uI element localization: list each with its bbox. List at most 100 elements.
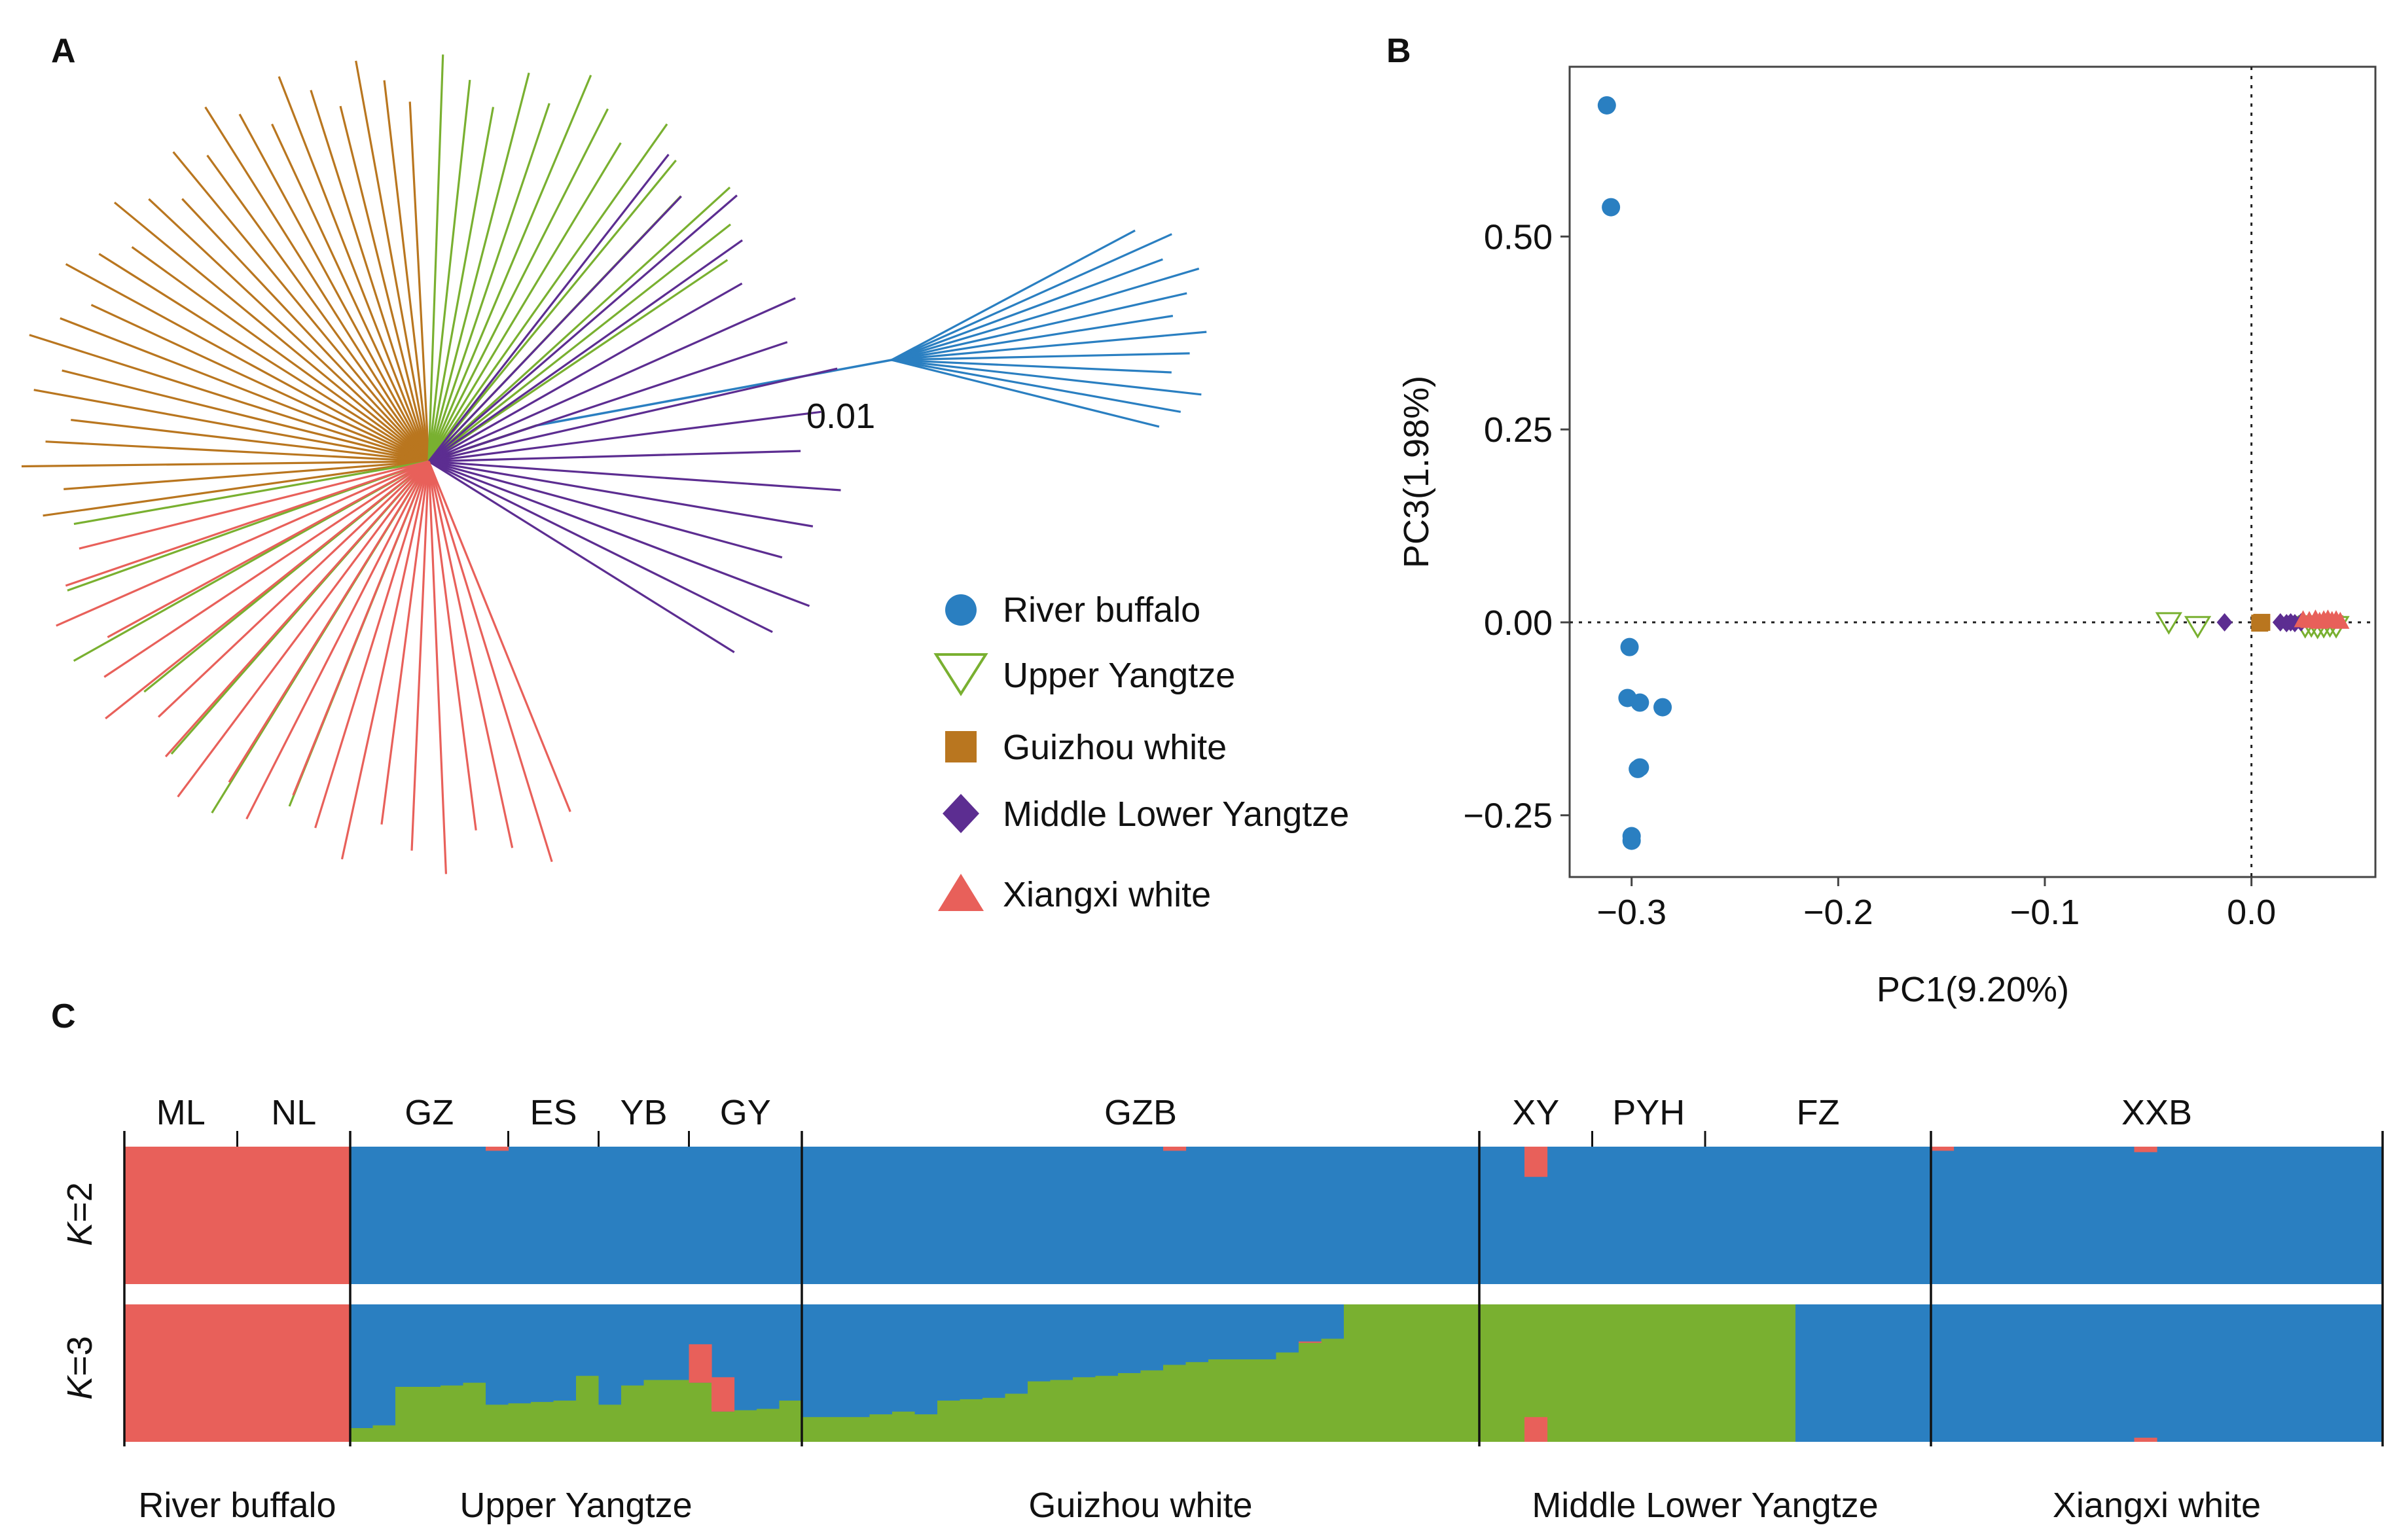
tree-branch-middle-lower-yangtze xyxy=(428,460,783,559)
tree-branch-upper-yangtze xyxy=(427,103,550,462)
admix-bar-k3 xyxy=(1976,1304,2000,1442)
tree-branch-upper-yangtze xyxy=(427,54,444,462)
admix-bar-k2 xyxy=(1118,1147,1142,1284)
admix-bar-k3-green xyxy=(441,1385,464,1442)
tree-branch-guizhou-white xyxy=(310,90,430,462)
tree-branch-middle-lower-yangtze xyxy=(428,460,814,528)
admix-bar-k2 xyxy=(418,1147,441,1284)
admix-bar-k2 xyxy=(192,1147,215,1284)
legend-marker-circle xyxy=(945,594,977,626)
admix-bar-k2 xyxy=(1998,1147,2022,1284)
tree-branch-river-buffalo xyxy=(891,233,1172,361)
admix-bar-k3-green xyxy=(1163,1365,1187,1442)
admix-bar-k3-red xyxy=(689,1344,712,1383)
admixture-separators xyxy=(123,1131,2384,1446)
admix-bar-k3 xyxy=(372,1304,396,1442)
tree-branch-river-buffalo xyxy=(891,359,1181,413)
group-labels: River buffalo Upper Yangtze Guizhou white M… xyxy=(138,1486,2261,1525)
population-label: XY xyxy=(1512,1093,1559,1132)
admix-bar-k3 xyxy=(2134,1304,2157,1442)
admix-bar-k2 xyxy=(1231,1147,1254,1284)
admix-bar-k3 xyxy=(2089,1304,2112,1442)
admix-bar-k2-red xyxy=(2134,1147,2157,1153)
admix-bar-k2 xyxy=(2360,1147,2383,1284)
admix-bar-k3-green xyxy=(553,1401,577,1442)
tree-branch-xiangxi-white xyxy=(157,460,430,718)
admix-bar-k3 xyxy=(2315,1304,2338,1442)
tree-branch-upper-yangtze xyxy=(428,259,729,463)
tree-branch-upper-yangtze xyxy=(428,223,731,463)
admix-bar-k2-red xyxy=(1163,1147,1187,1151)
admixture-plot: ML NL GZ ES YB GY GZB XY PYH FZ XXB River buffalo U… xyxy=(60,1093,2384,1525)
admix-bar-k2 xyxy=(1908,1147,1932,1284)
admix-bar-k2 xyxy=(1682,1147,1706,1284)
admix-bar-k2 xyxy=(2337,1147,2361,1284)
admix-bar-k3-green xyxy=(869,1414,893,1442)
tree-branch-upper-yangtze xyxy=(427,75,592,462)
admix-bar-k2-red xyxy=(1524,1147,1548,1177)
admix-bar-k2 xyxy=(960,1147,983,1284)
admix-bar-k3-green xyxy=(1705,1304,1729,1442)
point-middle-lower-yangtze xyxy=(2216,613,2233,632)
admix-bar-k2 xyxy=(305,1147,329,1284)
admix-bar-k2 xyxy=(1705,1147,1729,1284)
tree-branch-guizhou-white xyxy=(71,419,429,463)
admix-bar-k3 xyxy=(2269,1304,2293,1442)
admix-bar-k3-green xyxy=(1208,1359,1232,1442)
admix-bar-k2 xyxy=(327,1147,351,1284)
population-labels: ML NL GZ ES YB GY GZB XY PYH FZ XXB xyxy=(156,1093,2192,1132)
panel-label-c: C xyxy=(51,997,76,1035)
point-upper-yangtze xyxy=(2184,616,2212,639)
tree-branch-guizhou-white xyxy=(408,101,430,462)
tree-branch-middle-lower-yangtze xyxy=(428,239,743,463)
tree-branch-guizhou-white xyxy=(33,389,429,463)
tree-branch-xiangxi-white xyxy=(105,460,429,720)
legend-label: River buffalo xyxy=(1003,590,1200,630)
admix-bar-k2 xyxy=(2315,1147,2338,1284)
admix-bar-k2 xyxy=(1140,1147,1164,1284)
admix-bar-k3-green xyxy=(1570,1304,1593,1442)
admix-bar-k2 xyxy=(1366,1147,1390,1284)
admix-bar-k2 xyxy=(2157,1147,2180,1284)
tree-branch-middle-lower-yangtze xyxy=(428,460,841,492)
admix-bar-k3-green xyxy=(598,1405,622,1442)
admix-bar-k3-green xyxy=(1682,1304,1706,1442)
tree-branch-upper-yangtze xyxy=(427,142,622,462)
tree-branch-river-buffalo-stem xyxy=(536,359,892,427)
admix-bar-k3-green xyxy=(463,1382,486,1442)
admix-bar-k2 xyxy=(395,1147,419,1284)
phylogenetic-tree xyxy=(21,54,1207,874)
tree-branch-guizhou-white xyxy=(60,317,429,463)
admix-bar-k3-green xyxy=(508,1403,532,1442)
admix-bar-k3 xyxy=(2224,1304,2248,1442)
admix-bar-k2 xyxy=(643,1147,667,1284)
admix-bar-k2 xyxy=(1095,1147,1119,1284)
admix-bar-k2 xyxy=(215,1147,238,1284)
admix-bar-k3-green xyxy=(1660,1304,1684,1442)
admix-bar-k3 xyxy=(1841,1304,1864,1442)
legend-item-upper-yangtze: Upper Yangtze xyxy=(933,653,1235,696)
admix-bar-k3 xyxy=(2112,1304,2135,1442)
tree-branch-river-buffalo xyxy=(891,258,1163,361)
admix-bar-k2 xyxy=(1299,1147,1322,1284)
admix-bar-k2-red xyxy=(486,1147,509,1151)
tree-branch-middle-lower-yangtze xyxy=(427,153,670,462)
admix-bar-k2 xyxy=(666,1147,690,1284)
tree-branch-guizhou-white xyxy=(43,460,429,517)
panel-label-a: A xyxy=(51,32,76,70)
population-label: GZB xyxy=(1104,1093,1177,1132)
panel-label-b: B xyxy=(1386,32,1411,70)
admix-bar-k3-green xyxy=(1118,1373,1142,1442)
admix-bar-k2 xyxy=(1570,1147,1593,1284)
admix-bar-k3 xyxy=(2157,1304,2180,1442)
admix-bar-k3 xyxy=(2021,1304,2045,1442)
admix-bar-k2 xyxy=(1976,1147,2000,1284)
admix-bar-k2 xyxy=(1028,1147,1051,1284)
admix-bar-k3 xyxy=(1795,1304,1819,1442)
tree-branch-river-buffalo xyxy=(891,352,1190,361)
admix-bar-k3-green xyxy=(1773,1304,1796,1442)
y-tick-label: −0.25 xyxy=(1463,797,1553,836)
admix-bar-k2 xyxy=(2269,1147,2293,1284)
admix-bar-k2 xyxy=(847,1147,871,1284)
tree-branch-middle-lower-yangtze xyxy=(428,460,773,634)
